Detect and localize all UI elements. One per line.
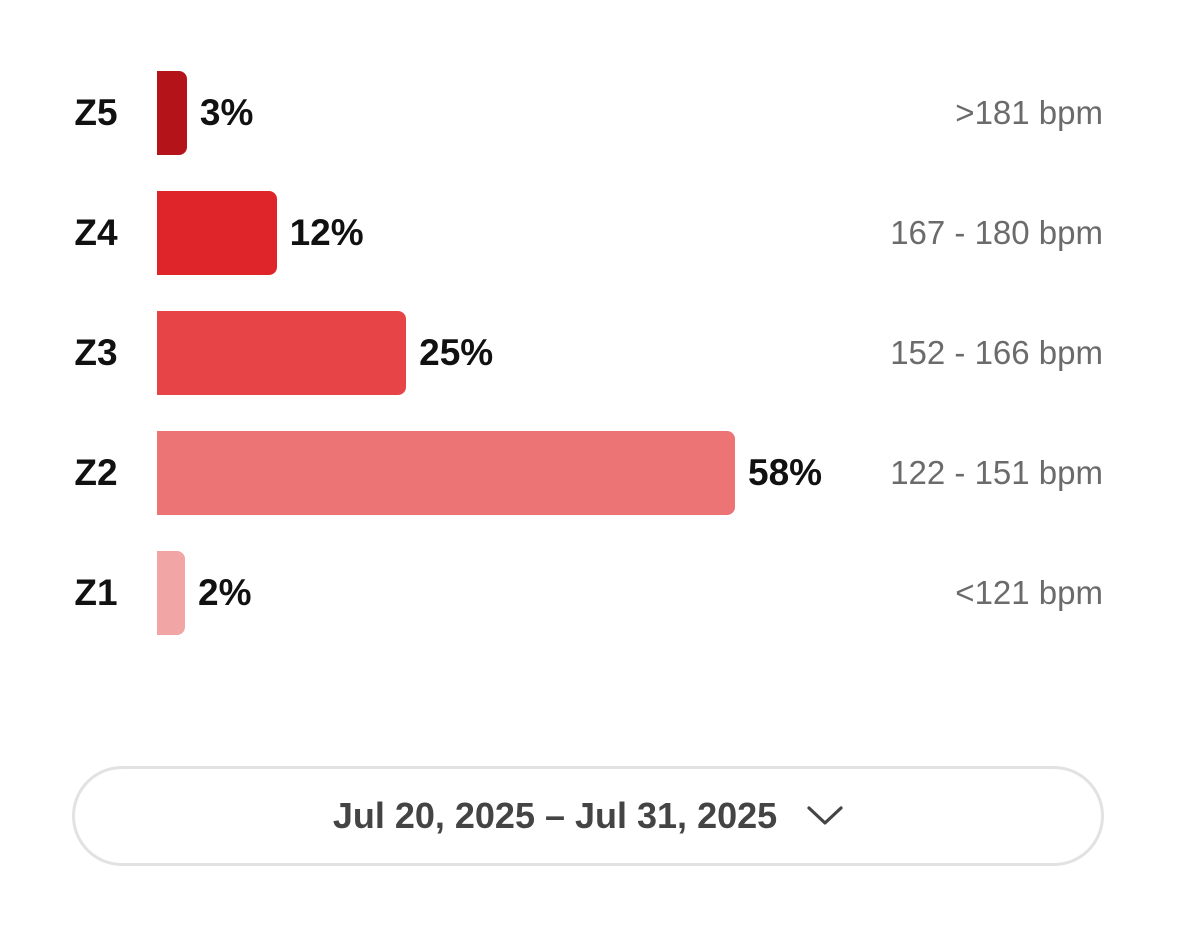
zone-bpm-range: 167 - 180 bpm bbox=[890, 214, 1103, 251]
zone-label: Z3 bbox=[74, 332, 118, 373]
zone-row-z4: Z4 12% 167 - 180 bpm bbox=[0, 191, 1179, 275]
date-range-label: Jul 20, 2025 – Jul 31, 2025 bbox=[332, 795, 778, 836]
zone-bar bbox=[157, 191, 277, 275]
heart-rate-zones-chart: Z5 3% >181 bpm Z4 12% 167 - 180 bpm Z3 2… bbox=[0, 71, 1179, 635]
zone-bar bbox=[157, 311, 407, 395]
zone-label: Z5 bbox=[74, 92, 118, 133]
zone-bpm-range: 152 - 166 bpm bbox=[890, 334, 1103, 371]
zone-row-z3: Z3 25% 152 - 166 bpm bbox=[0, 311, 1179, 395]
zone-label: Z4 bbox=[74, 212, 118, 253]
zone-label: Z1 bbox=[74, 572, 118, 613]
zone-bar bbox=[157, 431, 735, 515]
date-range-selector[interactable]: Jul 20, 2025 – Jul 31, 2025 bbox=[72, 766, 1104, 866]
zone-bpm-range: 122 - 151 bpm bbox=[890, 454, 1103, 491]
zone-label: Z2 bbox=[74, 452, 118, 493]
zone-bpm-range: >181 bpm bbox=[955, 94, 1103, 131]
zone-percent: 3% bbox=[199, 92, 254, 133]
zone-percent: 2% bbox=[198, 572, 252, 613]
zone-percent: 25% bbox=[419, 332, 494, 373]
zone-bpm-range: <121 bpm bbox=[955, 574, 1103, 611]
chevron-down-icon bbox=[807, 806, 843, 825]
zone-row-z5: Z5 3% >181 bpm bbox=[0, 71, 1179, 155]
zone-row-z2: Z2 58% 122 - 151 bpm bbox=[0, 431, 1179, 515]
zone-row-z1: Z1 2% <121 bpm bbox=[0, 551, 1179, 635]
zone-percent: 58% bbox=[748, 452, 823, 493]
zone-percent: 12% bbox=[289, 212, 364, 253]
zone-bar bbox=[157, 551, 185, 635]
zone-bar bbox=[157, 71, 187, 155]
